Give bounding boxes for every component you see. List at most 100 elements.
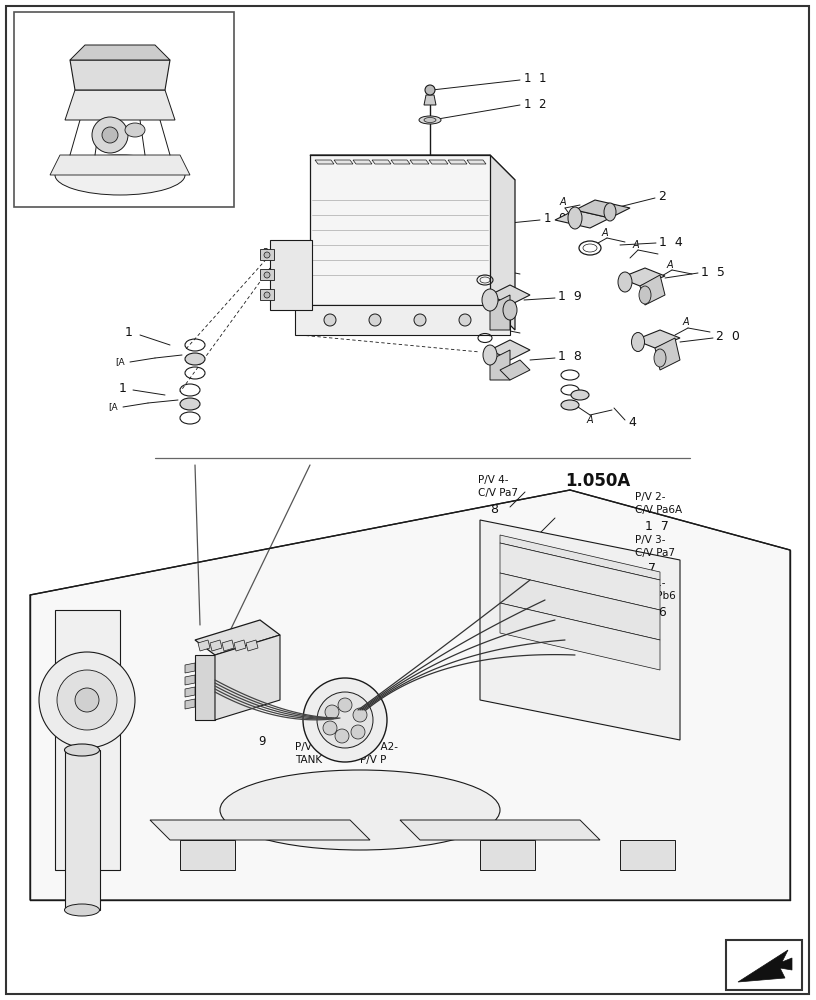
- Polygon shape: [185, 663, 195, 673]
- Ellipse shape: [55, 155, 185, 195]
- Polygon shape: [448, 160, 467, 164]
- Circle shape: [102, 127, 118, 143]
- Text: 9: 9: [258, 735, 266, 748]
- Polygon shape: [490, 155, 515, 330]
- Polygon shape: [640, 275, 665, 305]
- Circle shape: [425, 85, 435, 95]
- Text: 1  7: 1 7: [645, 520, 669, 533]
- Circle shape: [317, 692, 373, 748]
- Text: C/V Pb6: C/V Pb6: [635, 591, 676, 601]
- Text: P/V 1-: P/V 1-: [635, 578, 666, 588]
- Text: 2: 2: [277, 275, 283, 284]
- Text: P/V 4-: P/V 4-: [478, 475, 508, 485]
- Ellipse shape: [568, 207, 582, 229]
- Polygon shape: [195, 620, 280, 655]
- Polygon shape: [70, 60, 170, 90]
- Polygon shape: [246, 640, 258, 651]
- Text: 1  4: 1 4: [659, 235, 683, 248]
- Text: S/V A2-: S/V A2-: [360, 742, 398, 752]
- Text: 1  9: 1 9: [558, 290, 582, 304]
- Bar: [260, 249, 274, 260]
- Polygon shape: [185, 687, 195, 697]
- Ellipse shape: [220, 770, 500, 850]
- Text: 3: 3: [262, 248, 268, 258]
- Text: A: A: [494, 260, 500, 270]
- Polygon shape: [150, 820, 370, 840]
- Circle shape: [57, 670, 117, 730]
- Polygon shape: [180, 840, 235, 870]
- Text: A: A: [683, 317, 690, 327]
- Circle shape: [264, 252, 270, 258]
- Text: A: A: [632, 240, 639, 250]
- Text: 9: 9: [272, 820, 280, 833]
- Bar: [14, 12, 234, 207]
- Ellipse shape: [424, 117, 436, 122]
- Polygon shape: [65, 90, 175, 120]
- Circle shape: [303, 678, 387, 762]
- Ellipse shape: [180, 398, 200, 410]
- Circle shape: [414, 314, 426, 326]
- Polygon shape: [310, 155, 515, 180]
- Polygon shape: [410, 160, 429, 164]
- Text: TANK: TANK: [295, 755, 322, 765]
- Text: A: A: [587, 415, 593, 425]
- Text: 8: 8: [490, 503, 498, 516]
- Text: 2  0: 2 0: [716, 330, 740, 344]
- Bar: [260, 269, 274, 280]
- Polygon shape: [195, 655, 215, 720]
- Circle shape: [335, 729, 349, 743]
- Text: 6: 6: [323, 738, 330, 751]
- Text: T: T: [292, 267, 298, 276]
- Polygon shape: [334, 160, 353, 164]
- Polygon shape: [738, 950, 792, 982]
- Circle shape: [324, 314, 336, 326]
- Circle shape: [369, 314, 381, 326]
- Bar: [260, 289, 274, 300]
- Text: 1  1: 1 1: [524, 73, 547, 86]
- Polygon shape: [353, 160, 372, 164]
- Polygon shape: [391, 160, 410, 164]
- Ellipse shape: [503, 300, 517, 320]
- Polygon shape: [620, 840, 675, 870]
- Text: 7: 7: [648, 562, 656, 575]
- Ellipse shape: [483, 345, 497, 365]
- Polygon shape: [500, 573, 660, 640]
- Ellipse shape: [618, 272, 632, 292]
- Polygon shape: [295, 305, 510, 335]
- Polygon shape: [185, 675, 195, 685]
- Polygon shape: [500, 543, 660, 610]
- Text: 1  6: 1 6: [643, 606, 667, 619]
- Text: A: A: [494, 320, 500, 330]
- Polygon shape: [575, 200, 630, 218]
- Ellipse shape: [482, 289, 498, 311]
- Text: C/V Pa7: C/V Pa7: [635, 548, 675, 558]
- Polygon shape: [424, 95, 436, 105]
- Text: 1: 1: [119, 381, 127, 394]
- Ellipse shape: [571, 390, 589, 400]
- Polygon shape: [620, 268, 665, 286]
- Text: 1: 1: [277, 253, 283, 262]
- Circle shape: [353, 708, 367, 722]
- Polygon shape: [500, 603, 660, 670]
- Polygon shape: [50, 155, 190, 175]
- Text: [A: [A: [109, 402, 118, 412]
- Text: 4: 4: [628, 416, 636, 428]
- Text: A: A: [560, 197, 566, 207]
- Polygon shape: [270, 240, 312, 310]
- Text: [A: [A: [115, 358, 125, 366]
- Polygon shape: [480, 840, 535, 870]
- Text: A: A: [667, 260, 673, 270]
- Polygon shape: [210, 640, 222, 651]
- Ellipse shape: [654, 349, 666, 367]
- Ellipse shape: [125, 123, 145, 137]
- Ellipse shape: [419, 116, 441, 124]
- Polygon shape: [490, 285, 530, 305]
- Circle shape: [92, 117, 128, 153]
- Circle shape: [323, 721, 337, 735]
- Ellipse shape: [185, 353, 205, 365]
- Polygon shape: [490, 340, 530, 360]
- Text: 1  0: 1 0: [544, 213, 566, 226]
- Polygon shape: [490, 295, 510, 330]
- Polygon shape: [555, 210, 610, 228]
- Ellipse shape: [64, 904, 100, 916]
